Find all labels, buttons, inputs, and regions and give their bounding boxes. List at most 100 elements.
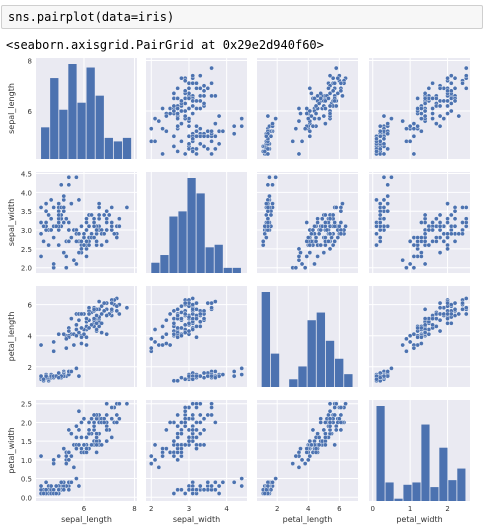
scatter-point (426, 86, 432, 91)
scatter-point (79, 223, 84, 229)
scatter-point (171, 453, 177, 459)
scatter-point (179, 487, 184, 493)
scatter-point (186, 96, 192, 101)
y-tick-label: 3.5 (21, 208, 32, 216)
panel-sepal_length-vs-sepal_length (36, 58, 137, 159)
scatter-point (104, 438, 109, 444)
scatter-point (124, 205, 130, 210)
code-cell-input[interactable]: sns.pairplot(data=iris) (1, 5, 483, 29)
scatter-point (239, 123, 245, 129)
scatter-point (79, 435, 84, 440)
scatter-point (411, 133, 417, 139)
panel-petal_length-vs-sepal_width (146, 286, 247, 387)
panel-sepal_width-vs-petal_width (369, 172, 470, 273)
scatter-point (175, 307, 180, 312)
scatter-point (377, 128, 383, 134)
scatter-point (66, 239, 72, 244)
panel-petal_length-vs-petal_length (257, 286, 358, 387)
scatter-point (220, 128, 226, 134)
scatter-point (81, 416, 87, 422)
scatter-point (270, 201, 275, 206)
scatter-point (333, 427, 339, 433)
scatter-point (270, 182, 275, 188)
scatter-point (239, 116, 245, 121)
scatter-point (407, 239, 413, 244)
scatter-point (415, 96, 420, 101)
y-tick-label: 2.0 (21, 419, 32, 427)
scatter-point (152, 457, 158, 463)
scatter-point (48, 227, 54, 233)
scatter-point (205, 146, 211, 152)
y-tick-label: 2.5 (21, 246, 32, 254)
scatter-point (265, 151, 271, 157)
scatter-point (194, 123, 199, 129)
scatter-point (94, 320, 99, 326)
scatter-point (231, 479, 237, 485)
scatter-point (175, 325, 180, 331)
scatter-point (205, 300, 211, 306)
scatter-point (327, 111, 333, 116)
scatter-point (330, 242, 336, 248)
scatter-point (84, 227, 89, 233)
scatter-point (377, 235, 383, 240)
scatter-point (167, 311, 173, 317)
scatter-point (377, 146, 383, 152)
scatter-point (69, 369, 74, 374)
scatter-point (313, 450, 319, 455)
scatter-point (152, 442, 158, 448)
scatter-point (293, 453, 299, 459)
scatter-point (302, 126, 308, 131)
scatter-point (43, 201, 49, 206)
scatter-point (84, 342, 89, 348)
scatter-point (422, 330, 428, 335)
scatter-point (109, 435, 115, 440)
scatter-point (307, 86, 313, 91)
scatter-point (99, 320, 104, 326)
scatter-point (84, 254, 89, 259)
scatter-point (76, 330, 82, 335)
scatter-point (190, 327, 196, 332)
scatter-point (160, 453, 165, 459)
scatter-point (260, 239, 266, 244)
scatter-point (310, 123, 316, 129)
scatter-point (71, 257, 77, 263)
scatter-point (231, 373, 237, 379)
scatter-point (84, 220, 89, 225)
scatter-point (338, 220, 344, 225)
scatter-point (175, 111, 180, 116)
panel-petal_width-vs-petal_width (369, 400, 470, 501)
scatter-point (94, 327, 99, 332)
scatter-point (338, 208, 344, 214)
scatter-point (66, 487, 72, 493)
scatter-point (318, 242, 324, 248)
scatter-point (197, 311, 203, 317)
scatter-point (340, 93, 345, 99)
hist-bar (214, 244, 223, 273)
scatter-point (321, 427, 327, 433)
hist-bar (344, 374, 353, 387)
scatter-point (209, 139, 214, 144)
scatter-point (445, 98, 450, 104)
scatter-point (43, 487, 49, 493)
scatter-point (175, 116, 180, 121)
scatter-point (104, 412, 109, 418)
x-tick-label: 8 (132, 505, 136, 513)
y-tick-label: 2.0 (21, 265, 32, 273)
scatter-point (400, 342, 405, 348)
scatter-point (445, 300, 450, 306)
scatter-point (302, 461, 308, 466)
scatter-point (182, 420, 188, 425)
panel-sepal_length-vs-petal_width (369, 58, 470, 159)
scatter-point (307, 128, 313, 134)
scatter-point (302, 265, 308, 271)
scatter-point (74, 239, 79, 244)
scatter-point (69, 235, 74, 240)
scatter-point (312, 96, 317, 101)
scatter-point (56, 331, 62, 337)
hist-bar (270, 353, 280, 387)
scatter-point (175, 96, 180, 101)
scatter-point (76, 373, 82, 379)
hist-bar (421, 424, 430, 501)
scatter-point (411, 345, 417, 351)
panel-petal_length-vs-sepal_length (36, 286, 137, 387)
